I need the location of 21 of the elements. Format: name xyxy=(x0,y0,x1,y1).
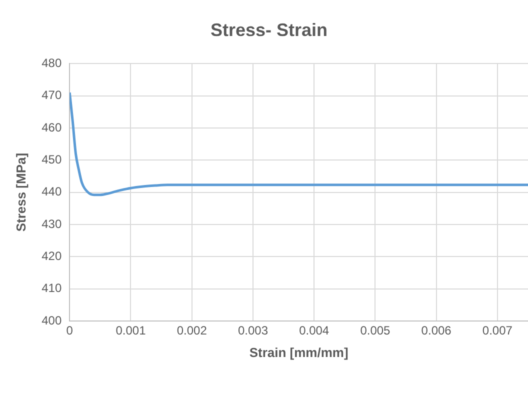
y-tick-label: 470 xyxy=(42,88,62,102)
y-tick-label: 460 xyxy=(42,120,62,134)
y-tick-label: 450 xyxy=(42,152,62,166)
y-tick-label: 420 xyxy=(42,248,62,263)
x-tick-label: 0.007 xyxy=(482,324,513,338)
chart-title: Stress- Strain xyxy=(210,20,328,40)
y-tick-label: 440 xyxy=(42,184,62,199)
x-tick-label: 0.004 xyxy=(299,324,330,338)
y-tick-label: 410 xyxy=(42,281,62,296)
y-tick-label: 430 xyxy=(42,216,62,231)
x-tick-label: 0.005 xyxy=(360,324,391,338)
x-axis-title: Strain [mm/mm] xyxy=(249,344,348,360)
x-tick-label: 0.002 xyxy=(176,324,208,338)
y-tick-label: 400 xyxy=(42,313,62,328)
x-tick-label: 0 xyxy=(66,324,74,338)
x-tick-label: 0.001 xyxy=(116,324,146,338)
line-series xyxy=(70,91,528,196)
y-tick-label: 480 xyxy=(42,56,62,70)
y-axis-title: Stress [MPa] xyxy=(13,152,28,232)
x-tick-label: 0.003 xyxy=(238,324,268,338)
x-tick-label: 0.006 xyxy=(421,324,452,338)
